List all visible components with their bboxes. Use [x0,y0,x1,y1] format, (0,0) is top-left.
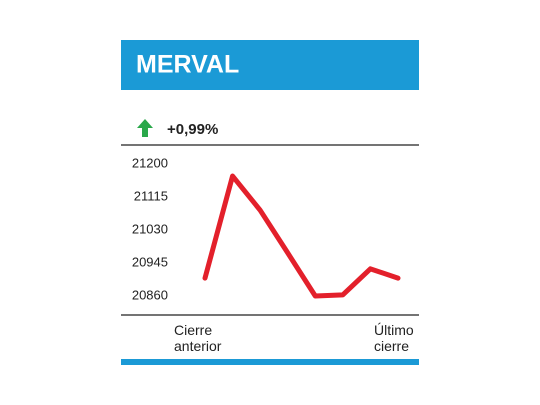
up-arrow [137,119,153,137]
y-tick-label: 21115 [134,188,168,203]
y-tick-label: 20860 [132,287,168,302]
chart-title: MERVAL [136,51,239,79]
x-tick-label: Cierre anterior [174,322,222,354]
header-bar [121,40,419,90]
y-tick-label: 21200 [132,155,168,170]
y-tick-label: 20945 [132,254,168,269]
y-tick-label: 21030 [132,221,168,236]
x-tick-label: Último cierre [374,322,414,354]
footer-bar [121,359,419,365]
change-label: +0,99% [167,121,218,138]
line [202,173,401,299]
